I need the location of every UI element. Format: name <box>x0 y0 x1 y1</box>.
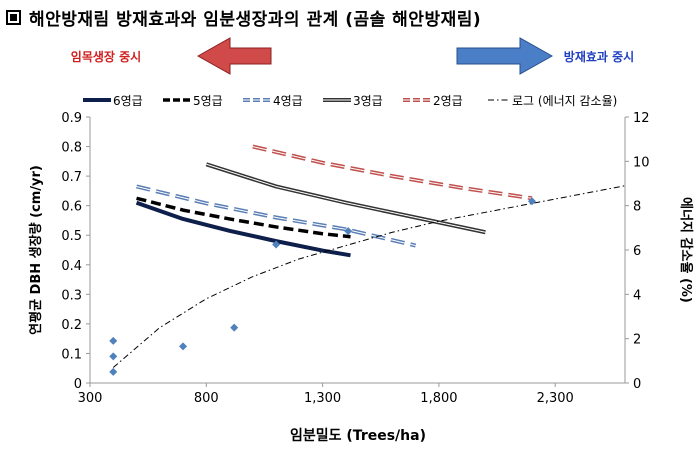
right-arrow: 방재효과 중시 <box>456 37 634 75</box>
scatter-point <box>109 352 118 361</box>
legend-label: 5영급 <box>193 94 223 108</box>
y2-tick-label: 6 <box>633 244 641 259</box>
square-bullet-icon <box>6 9 21 25</box>
y2-tick-label: 8 <box>633 200 641 215</box>
y2-tick-label: 10 <box>633 155 650 170</box>
x-tick-label: 1,800 <box>420 391 457 406</box>
series-line-inner <box>252 146 533 199</box>
left-arrow: 임목생장 중시 <box>71 37 272 75</box>
left-arrow-label: 임목생장 중시 <box>71 49 141 64</box>
y-tick-label: 0.6 <box>61 200 82 215</box>
scatter-point <box>527 197 536 206</box>
axes <box>89 117 626 384</box>
series-line <box>136 196 351 239</box>
y-tick-label: 0.2 <box>61 318 82 333</box>
scatter-point <box>230 323 239 332</box>
y-axis-label: 연평균 DBH 생장량 (cm/yr) <box>28 165 44 335</box>
y2-tick-label: 0 <box>633 377 641 392</box>
x-ticks: 300 800 1,300 1,800 2,300 <box>78 383 574 406</box>
y2-tick-label: 4 <box>633 288 641 303</box>
series-line-inner <box>136 185 416 247</box>
x-tick-label: 2,300 <box>537 391 574 406</box>
legend-label: 4영급 <box>273 94 303 108</box>
chart-title: 해안방재림 방재효과와 임분생장과의 관계 (곰솔 해안방재림) <box>29 9 482 30</box>
y-tick-label: 0 <box>74 377 82 392</box>
y-tick-label: 0.1 <box>61 347 82 362</box>
y-tick-label: 0.3 <box>61 288 82 303</box>
y-tick-label: 0.5 <box>61 229 82 244</box>
y-tick-label: 0.9 <box>61 111 82 126</box>
x-tick-label: 1,300 <box>304 391 341 406</box>
y-tick-label: 0.7 <box>61 170 82 185</box>
y2-tick-label: 2 <box>633 333 641 348</box>
left-arrow-icon <box>196 37 272 75</box>
y2-ticks: 0 2 4 6 8 10 12 <box>625 111 650 392</box>
legend-label: 로그 (에너지 감소율) <box>512 94 617 108</box>
scatter-point <box>344 227 353 236</box>
x-tick-label: 300 <box>78 391 103 406</box>
scatter-layer <box>109 197 536 376</box>
legend: 6영급 5영급 4영급 3영급 2영급 로그 (에너지 감소율) <box>83 94 617 108</box>
y-ticks: 0 0.1 0.2 0.3 0.4 0.5 0.6 0.7 0.8 0.9 <box>61 111 90 392</box>
scatter-point <box>109 336 118 345</box>
y-tick-label: 0.8 <box>61 141 82 156</box>
x-axis-label: 임분밀도 (Trees/ha) <box>290 428 426 444</box>
y2-tick-label: 12 <box>633 111 650 126</box>
scatter-point <box>272 240 281 249</box>
series-layer <box>112 144 626 368</box>
scatter-point <box>109 367 118 376</box>
legend-label: 3영급 <box>353 94 383 108</box>
series-line <box>112 185 626 368</box>
legend-label: 2영급 <box>433 94 463 108</box>
legend-label: 6영급 <box>113 94 143 108</box>
title-row: 해안방재림 방재효과와 임분생장과의 관계 (곰솔 해안방재림) <box>6 4 481 30</box>
right-arrow-label: 방재효과 중시 <box>564 49 634 64</box>
series-line-inner <box>206 163 486 233</box>
right-arrow-icon <box>456 37 554 75</box>
y-tick-label: 0.4 <box>61 259 82 274</box>
scatter-point <box>179 342 188 351</box>
y2-axis-label: 에너지 감소율 (%) <box>678 197 694 303</box>
x-tick-label: 800 <box>194 391 219 406</box>
